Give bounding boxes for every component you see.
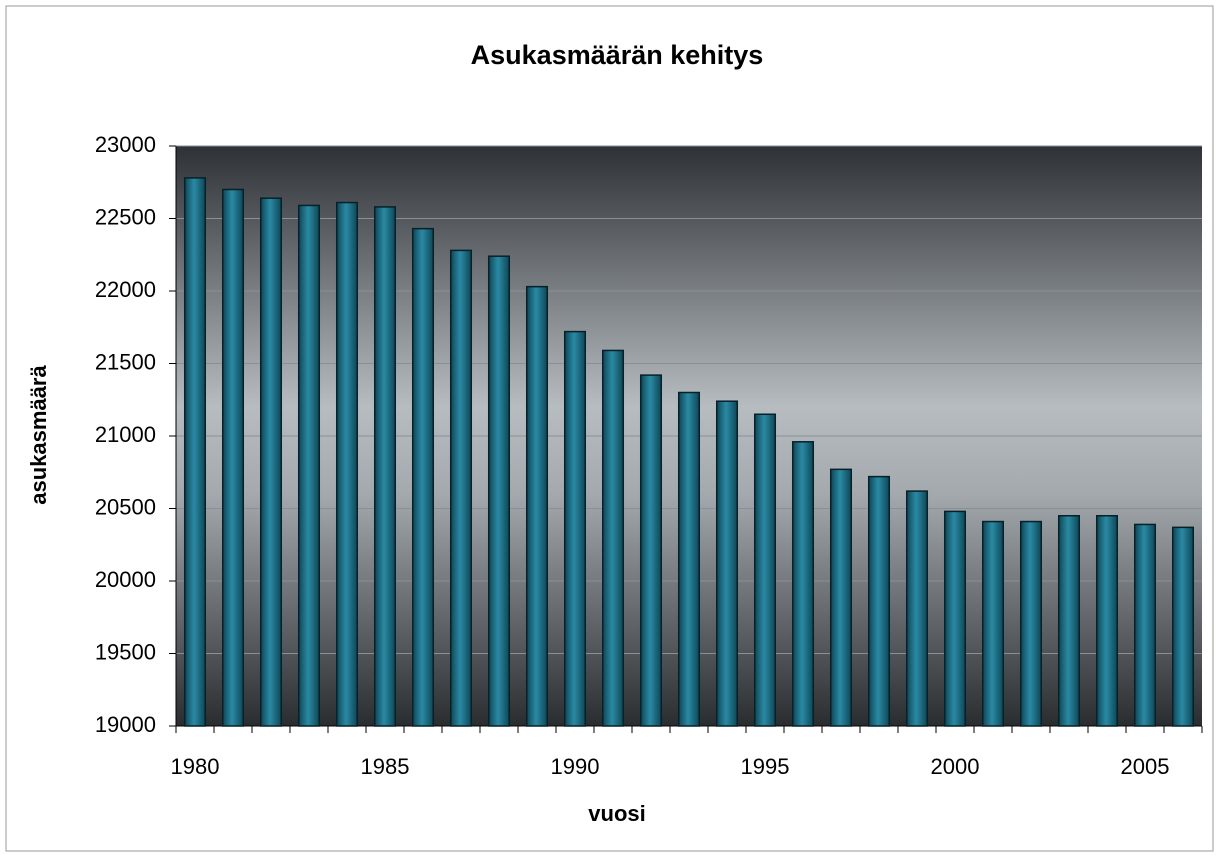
bar: [411, 227, 435, 727]
bar: [791, 441, 815, 727]
bar: [905, 490, 929, 727]
y-tick-label: 21000: [95, 422, 156, 447]
x-axis-label: vuosi: [588, 801, 645, 826]
y-axis-label: asukasmäärä: [26, 365, 51, 505]
bar: [297, 204, 321, 727]
x-tick-label: 1985: [361, 754, 410, 779]
bar: [677, 391, 701, 727]
x-tick-label: 2000: [931, 754, 980, 779]
chart-title: Asukasmäärän kehitys: [471, 40, 764, 70]
bar: [487, 255, 511, 727]
bar: [1057, 515, 1081, 727]
bar: [829, 468, 853, 727]
bar: [221, 188, 245, 727]
bar: [1019, 520, 1043, 727]
bar: [525, 285, 549, 727]
bar: [1095, 515, 1119, 727]
bar: [639, 374, 663, 727]
bar: [715, 400, 739, 727]
bar: [753, 413, 777, 727]
x-tick-label: 1980: [171, 754, 220, 779]
bar: [1133, 523, 1157, 727]
bar: [943, 510, 967, 727]
bar: [981, 520, 1005, 727]
y-tick-label: 21500: [95, 349, 156, 374]
bar: [601, 349, 625, 727]
bar: [259, 197, 283, 727]
x-tick-label: 2005: [1121, 754, 1170, 779]
bar: [563, 330, 587, 727]
bar: [335, 201, 359, 727]
y-tick-label: 22500: [95, 204, 156, 229]
y-tick-label: 22000: [95, 277, 156, 302]
x-tick-label: 1995: [741, 754, 790, 779]
bar: [867, 475, 891, 727]
bar: [183, 177, 207, 727]
y-tick-label: 19000: [95, 712, 156, 737]
bar: [373, 206, 397, 727]
bar: [1171, 526, 1195, 727]
bar: [449, 249, 473, 727]
y-tick-label: 20500: [95, 494, 156, 519]
y-tick-label: 19500: [95, 639, 156, 664]
y-tick-label: 20000: [95, 567, 156, 592]
x-tick-label: 1990: [551, 754, 600, 779]
y-tick-label: 23000: [95, 132, 156, 157]
